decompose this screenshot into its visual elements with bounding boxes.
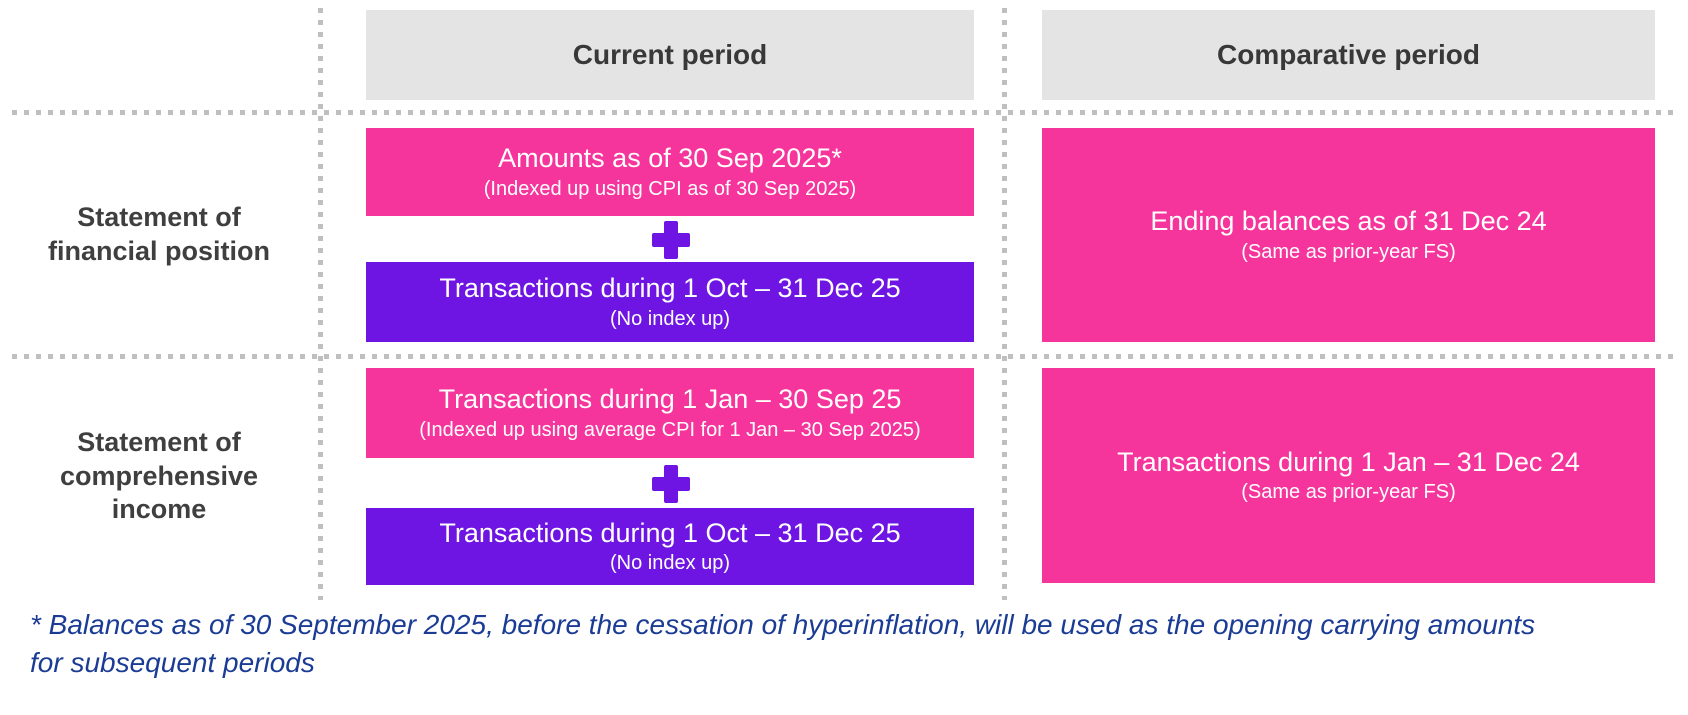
box-title: Transactions during 1 Oct – 31 Dec 25 <box>439 273 901 304</box>
box-title: Transactions during 1 Oct – 31 Dec 25 <box>439 517 901 548</box>
column-header-comparative-period: Comparative period <box>1042 10 1655 100</box>
box-subtitle: (Same as prior-year FS) <box>1241 240 1456 263</box>
footnote: * Balances as of 30 September 2025, befo… <box>30 609 1536 678</box>
vertical-divider-left <box>318 8 323 600</box>
box-sfp-current-transactions: Transactions during 1 Oct – 31 Dec 25 (N… <box>366 262 974 342</box>
horizontal-divider-top <box>12 110 1676 115</box>
row-label-financial-position: Statement of financial position <box>0 128 318 342</box>
row-label-text: Statement of comprehensive income <box>59 426 259 525</box>
column-header-current-label: Current period <box>572 39 768 70</box>
vertical-divider-right <box>1002 8 1007 600</box>
box-sfp-comparative: Ending balances as of 31 Dec 24 (Same as… <box>1042 128 1655 342</box>
box-subtitle: (No index up) <box>609 552 731 575</box>
box-sci-current-transactions-noindex: Transactions during 1 Oct – 31 Dec 25 (N… <box>366 508 974 585</box>
box-sci-current-transactions-indexed: Transactions during 1 Jan – 30 Sep 25 (I… <box>366 368 974 458</box>
horizontal-divider-middle <box>12 354 1676 359</box>
box-title: Transactions during 1 Jan – 31 Dec 24 <box>1117 446 1580 477</box>
row-label-comprehensive-income: Statement of comprehensive income <box>0 368 318 585</box>
row-label-text: Statement of financial position <box>47 202 270 266</box>
plus-icon <box>652 465 690 503</box>
box-sfp-current-amounts: Amounts as of 30 Sep 2025* (Indexed up u… <box>366 128 974 216</box>
box-title: Amounts as of 30 Sep 2025* <box>498 143 842 174</box>
box-subtitle: (Indexed up using CPI as of 30 Sep 2025) <box>483 177 857 200</box>
column-header-current-period: Current period <box>366 10 974 100</box>
plus-icon <box>652 221 690 259</box>
box-title: Ending balances as of 31 Dec 24 <box>1150 206 1547 237</box>
box-subtitle: (No index up) <box>609 307 731 330</box>
box-subtitle: (Same as prior-year FS) <box>1241 481 1456 504</box>
column-header-comparative-label: Comparative period <box>1217 39 1480 70</box>
box-title: Transactions during 1 Jan – 30 Sep 25 <box>438 384 902 415</box>
box-subtitle: (Indexed up using average CPI for 1 Jan … <box>419 418 921 441</box>
box-sci-comparative: Transactions during 1 Jan – 31 Dec 24 (S… <box>1042 368 1655 583</box>
